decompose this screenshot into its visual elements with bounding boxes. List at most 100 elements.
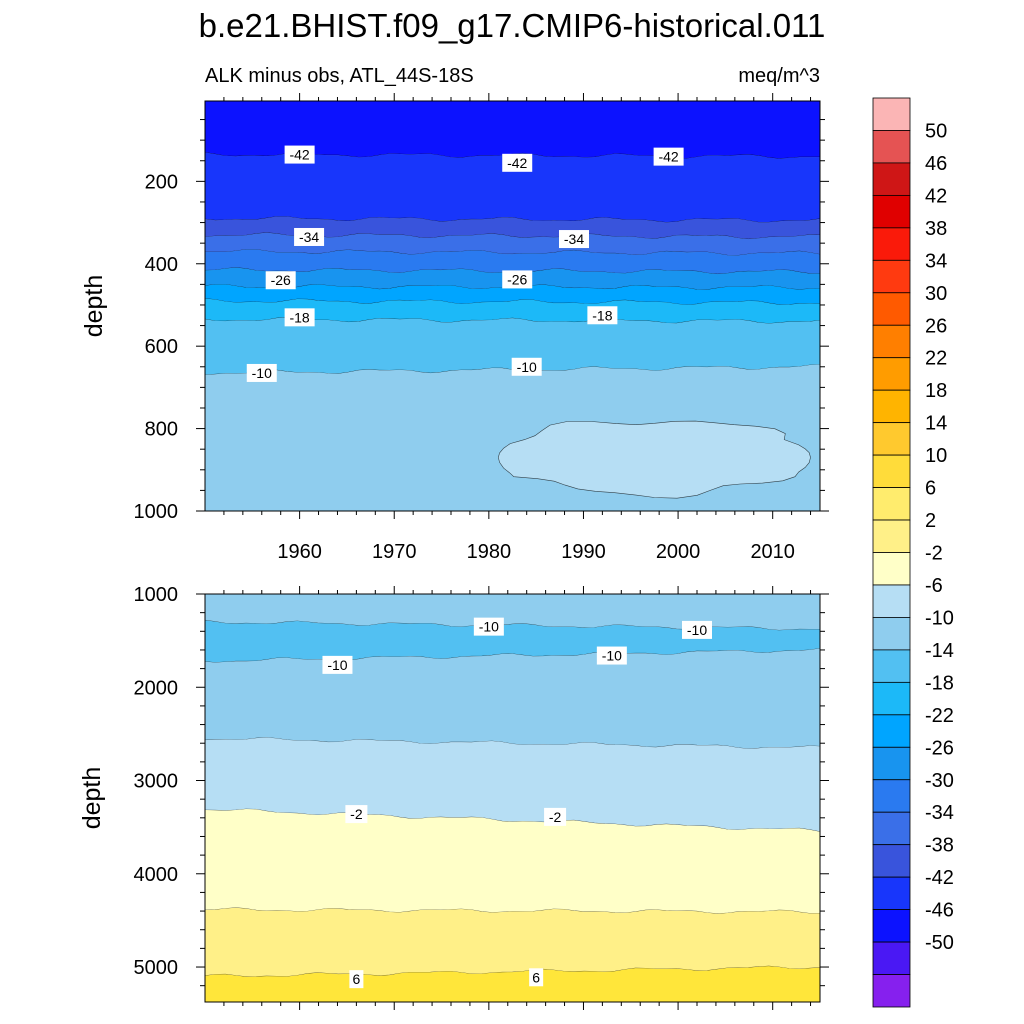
colorbar-label-21: -34 xyxy=(925,802,954,824)
lower-contour-label-bg-7 xyxy=(529,968,544,987)
lower-contour-label-3: -10 xyxy=(602,648,622,664)
lower-contour-label-4: -2 xyxy=(350,806,363,822)
colorbar-label-14: -6 xyxy=(925,575,943,597)
lower-band-4 xyxy=(205,809,820,914)
lower-contour-label-7: 6 xyxy=(532,969,540,985)
colorbar-label-12: 2 xyxy=(925,510,936,532)
colorbar-label-10: 10 xyxy=(925,445,947,467)
colorbar-swatch-13 xyxy=(872,519,911,553)
colorbar-swatch-15 xyxy=(872,584,911,618)
colorbar-label-13: -2 xyxy=(925,543,943,565)
colorbar-label-20: -30 xyxy=(925,770,954,792)
colorbar-swatch-4 xyxy=(872,227,911,261)
lower-y-tick-label-3: 4000 xyxy=(134,864,179,886)
lower-y-tick-label-1: 2000 xyxy=(134,677,179,699)
upper-x-tick-label-2: 1980 xyxy=(467,541,512,563)
colorbar-label-16: -14 xyxy=(925,640,954,662)
lower-y-axis-label: depth xyxy=(78,767,106,830)
upper-band-8 xyxy=(205,317,820,375)
colorbar-label-1: 46 xyxy=(925,153,947,175)
figure-title: b.e21.BHIST.f09_g17.CMIP6-historical.011 xyxy=(199,7,826,44)
upper-y-tick-label-1: 400 xyxy=(145,254,178,276)
upper-x-tick-label-5: 2010 xyxy=(750,541,795,563)
upper-band-3 xyxy=(205,232,820,256)
colorbar-label-19: -26 xyxy=(925,737,954,759)
upper-y-tick-label-3: 800 xyxy=(145,419,178,441)
colorbar-label-4: 34 xyxy=(925,250,947,272)
colorbar-label-3: 38 xyxy=(925,218,947,240)
colorbar-swatch-27 xyxy=(872,974,911,1008)
colorbar-label-22: -38 xyxy=(925,835,954,857)
subtitle-variable: ALK minus obs, ATL_44S-18S xyxy=(205,65,474,87)
upper-contour-label-6: -26 xyxy=(507,271,527,287)
upper-x-tick-label-4: 2000 xyxy=(656,541,701,563)
upper-band-4 xyxy=(205,249,820,275)
upper-x-tick-label-1: 1970 xyxy=(372,541,417,563)
upper-contour-label-bg-4 xyxy=(559,230,589,249)
upper-contour-label-bg-8 xyxy=(587,306,618,325)
upper-y-tick-label-2: 600 xyxy=(145,336,178,358)
upper-band-7 xyxy=(205,298,820,324)
colorbar-label-24: -46 xyxy=(925,900,954,922)
upper-y-tick-label-4: 1000 xyxy=(134,501,179,523)
lower-contour-label-bg-4 xyxy=(345,805,368,824)
colorbar-swatch-24 xyxy=(872,876,911,911)
upper-contour-label-bg-0 xyxy=(284,145,315,164)
upper-contour-label-5: -26 xyxy=(271,272,291,288)
upper-contour-label-7: -18 xyxy=(289,309,309,325)
lower-y-tick-label-4: 5000 xyxy=(134,957,179,979)
lower-contour-label-1: -10 xyxy=(687,622,707,638)
colorbar-swatch-0 xyxy=(872,97,911,131)
colorbar-swatch-26 xyxy=(872,941,911,975)
colorbar-swatch-21 xyxy=(872,779,911,813)
lower-contour-label-bg-1 xyxy=(682,620,712,639)
upper-band-0 xyxy=(205,101,820,159)
lower-band-1 xyxy=(205,620,820,663)
upper-band-1 xyxy=(205,152,820,223)
colorbar-swatch-5 xyxy=(872,259,911,294)
subtitle-units: meq/m^3 xyxy=(738,65,820,87)
colorbar-label-8: 18 xyxy=(925,380,947,402)
upper-contour-label-bg-10 xyxy=(511,357,542,376)
colorbar-label-18: -22 xyxy=(925,705,954,727)
colorbar-swatch-14 xyxy=(872,552,911,586)
upper-contour-label-4: -34 xyxy=(564,231,584,247)
colorbar-label-6: 26 xyxy=(925,315,947,337)
colorbar-label-0: 50 xyxy=(925,120,947,142)
upper-frame xyxy=(204,100,821,512)
colorbar-label-25: -50 xyxy=(925,932,954,954)
upper-contour-label-1: -42 xyxy=(507,155,527,171)
upper-contour-label-bg-1 xyxy=(502,153,533,172)
upper-contour-label-bg-5 xyxy=(265,271,296,290)
upper-panel: -42 -42 -42 -34 -34 -26 -26 -18 -18 -10 -10 1960 197… xyxy=(134,93,829,563)
upper-y-tick-label-0: 200 xyxy=(145,171,178,193)
upper-contour-label-2: -42 xyxy=(658,149,678,165)
upper-contour-label-10: -10 xyxy=(517,359,537,375)
upper-x-tick-label-3: 1990 xyxy=(561,541,606,563)
colorbar-swatch-16 xyxy=(872,617,911,651)
colorbar-swatch-19 xyxy=(872,714,911,748)
lower-contour-label-bg-3 xyxy=(596,646,627,665)
colorbar-swatch-6 xyxy=(872,292,911,326)
upper-contour-label-bg-7 xyxy=(284,308,315,327)
lower-band-5 xyxy=(205,907,820,977)
upper-x-tick-label-0: 1960 xyxy=(277,541,322,563)
colorbar-label-5: 30 xyxy=(925,283,947,305)
upper-contour-label-3: -34 xyxy=(299,229,319,245)
colorbar-label-2: 42 xyxy=(925,185,947,207)
colorbar-swatch-2 xyxy=(872,162,911,196)
lower-band-2 xyxy=(205,648,820,749)
upper-contour-label-bg-6 xyxy=(502,270,533,289)
lower-contour-label-6: 6 xyxy=(352,971,360,987)
colorbar-swatch-17 xyxy=(872,649,911,683)
lower-contour-label-2: -10 xyxy=(327,657,347,673)
colorbar-label-11: 6 xyxy=(925,478,936,500)
lower-contour-label-bg-2 xyxy=(322,655,353,674)
lower-y-tick-label-0: 1000 xyxy=(134,584,179,606)
lower-contour-label-5: -2 xyxy=(549,809,562,825)
lower-contour-label-bg-5 xyxy=(544,807,567,826)
colorbar-swatch-10 xyxy=(872,422,911,456)
colorbar-swatch-9 xyxy=(872,389,911,424)
colorbar-swatch-3 xyxy=(872,194,911,229)
